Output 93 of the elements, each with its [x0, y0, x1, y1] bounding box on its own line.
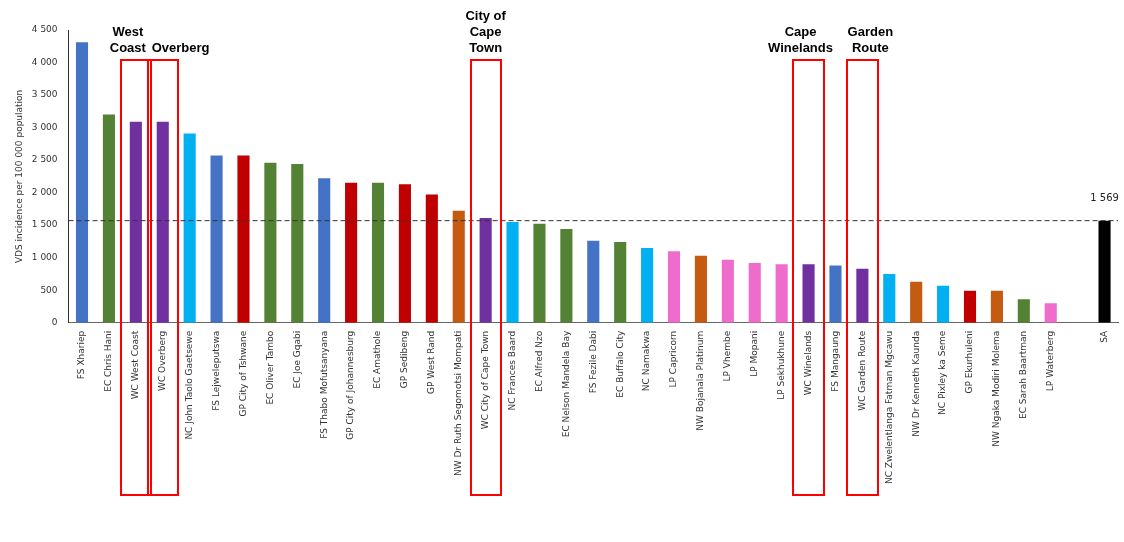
bar: [694, 255, 707, 323]
bar: [156, 121, 169, 323]
bar: [210, 155, 223, 323]
y-tick-label: 2 500: [31, 154, 58, 165]
annotation: Cape Winelands: [767, 24, 834, 57]
bar: [425, 194, 438, 323]
x-tick-label: NW Bojanala Platinum: [695, 330, 706, 431]
bar: [506, 221, 519, 323]
x-tick-label: FS Lejweleputswa: [210, 330, 221, 411]
x-tick-label: GP City of Johannesburg: [345, 330, 356, 440]
x-tick-label: LP Capricorn: [668, 330, 679, 388]
x-tick-label: LP Sekhukhune: [775, 330, 786, 400]
bar: [614, 242, 627, 323]
bar: [345, 182, 358, 323]
bar: [183, 133, 196, 323]
bar: [318, 178, 331, 323]
y-tick-label: 1 500: [31, 219, 58, 230]
x-tick-label: FS Thabo Mofutsanyana: [318, 330, 329, 439]
x-tick-label: NC Frances Baard: [506, 330, 517, 411]
x-tick-label: FS Fezile Dabi: [587, 330, 598, 394]
bar: [587, 240, 600, 323]
x-tick-label: FS Xhariep: [76, 330, 87, 380]
bar: [937, 285, 950, 323]
y-tick-label: 2 000: [31, 186, 58, 197]
y-tick-label: 3 000: [31, 121, 58, 132]
bar: [667, 251, 681, 323]
bar: [75, 42, 89, 323]
x-tick-label: NC Pixley ka Seme: [937, 330, 948, 415]
y-tick-label: 4 500: [31, 24, 58, 35]
x-tick-label: NW Ngaka Modiri Molema: [991, 330, 1002, 447]
bar: [398, 184, 411, 323]
x-tick-label: GP City of Tshwane: [237, 330, 248, 417]
bar: [291, 164, 304, 323]
bar: [802, 264, 815, 323]
bar: [856, 268, 869, 323]
x-tick-label: EC Oliver Tambo: [264, 330, 275, 405]
x-tick-label: SA: [1098, 329, 1109, 343]
x-tick-label: NC Zwelentlanga Fatman Mgcawu: [883, 330, 894, 485]
bar: [829, 265, 842, 323]
x-tick-label: WC West Coast: [130, 330, 141, 400]
x-tick-label: NW Dr Ruth Segomotsi Mompati: [453, 330, 464, 476]
x-tick-label: WC Overberg: [157, 330, 168, 391]
bar: [1098, 220, 1111, 323]
annotation: West Coast: [109, 24, 146, 56]
x-tick-label: WC Winelands: [802, 330, 813, 396]
x-tick-label: GP West Rand: [426, 330, 437, 394]
bar: [748, 262, 761, 323]
x-tick-label: NC Namakwa: [641, 330, 652, 392]
x-tick-label: EC Alfred Nzo: [533, 330, 544, 392]
x-tick-label: EC Sarah Baartman: [1018, 330, 1029, 419]
x-tick-label: EC Chris Hani: [103, 330, 114, 392]
bar: [533, 223, 546, 323]
x-tick-label: NC John Taolo Gaetsewe: [184, 330, 194, 440]
y-tick-label: 500: [40, 284, 58, 295]
bar: [452, 210, 465, 323]
bar: [264, 162, 277, 323]
data-label: 1 569: [1090, 191, 1119, 203]
bar: [721, 259, 734, 323]
bar: [560, 229, 573, 323]
bar: [641, 247, 654, 323]
annotation: Garden Route: [846, 24, 895, 57]
x-tick-label: EC Nelson Mandela Bay: [560, 330, 571, 438]
bar: [102, 114, 115, 323]
bar: [1017, 299, 1030, 323]
x-tick-label: GP Ekurhuleni: [964, 330, 975, 394]
y-axis-title: VDS incidence per 100 000 population: [13, 89, 24, 264]
bar: [479, 218, 492, 323]
bar: [371, 182, 385, 323]
x-tick-label: LP Waterberg: [1045, 330, 1056, 392]
x-tick-label: NW Dr Kenneth Kaunda: [910, 330, 921, 437]
x-tick-label: WC City of Cape Town: [479, 330, 490, 430]
x-tick-label: WC Garden Route: [856, 330, 867, 411]
bar: [129, 121, 142, 323]
bar: [990, 290, 1003, 323]
x-tick-label: LP Vhembe: [722, 330, 733, 382]
annotation: City of Cape Town: [464, 8, 507, 57]
bar: [963, 290, 977, 323]
bar: [237, 155, 250, 323]
x-tick-label: EC Amathole: [372, 330, 383, 389]
x-tick-label: FS Mangaung: [829, 330, 840, 392]
bar: [883, 273, 896, 323]
x-tick-label: GP Sedibeng: [399, 330, 410, 389]
annotation: Overberg: [151, 40, 210, 57]
bar: [1044, 303, 1057, 323]
x-tick-label: EC Joe Gqabi: [291, 330, 302, 389]
bar: [910, 281, 923, 323]
x-tick-label: LP Mopani: [749, 330, 760, 377]
x-tick-label: EC Buffalo City: [614, 330, 625, 398]
y-tick-label: 1 000: [31, 252, 58, 263]
y-tick-label: 3 500: [31, 89, 58, 100]
bar: [775, 264, 788, 323]
y-tick-label: 4 000: [31, 56, 58, 67]
y-tick-label: 0: [51, 317, 58, 328]
